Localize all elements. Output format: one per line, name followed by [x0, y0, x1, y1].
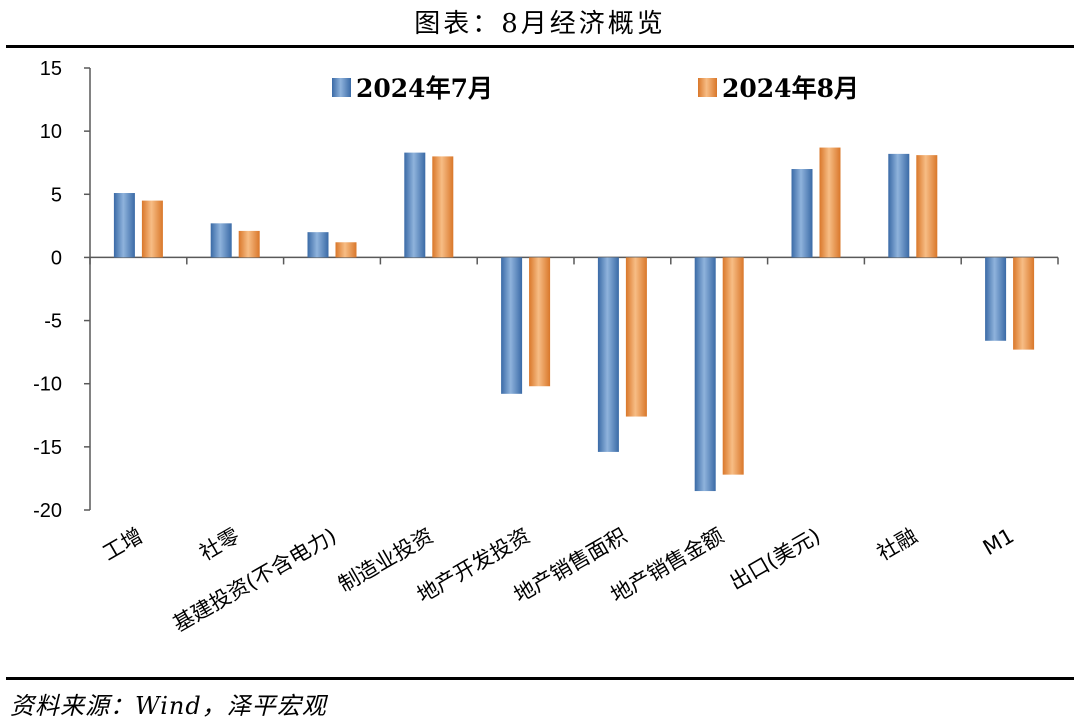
bar-july [985, 257, 1007, 341]
bar-july [210, 223, 232, 258]
legend-label-july: 2024年7月 [356, 74, 493, 103]
y-tick-label: -20 [33, 500, 62, 522]
y-tick-label: 15 [40, 58, 62, 80]
chart-bars [113, 147, 1035, 492]
bar-july [791, 169, 813, 258]
y-tick-label: -5 [44, 311, 62, 333]
y-tick-label: 0 [51, 247, 62, 269]
legend-swatch-july [332, 78, 351, 97]
bar-august [141, 200, 163, 258]
legend-swatch-august [698, 78, 717, 97]
bar-august [722, 257, 744, 475]
bar-july [404, 152, 426, 258]
top-rule [6, 45, 1074, 48]
legend-label-august: 2024年8月 [722, 74, 859, 103]
bar-august [625, 257, 647, 417]
y-tick-label: -10 [33, 374, 62, 396]
x-category-label: 社融 [873, 524, 921, 566]
bar-august [335, 242, 357, 258]
y-tick-label: 10 [40, 121, 62, 143]
x-category-label: 基建投资(不含电力) [169, 524, 341, 637]
chart-title: 图表：8月经济概览 [414, 9, 666, 39]
bar-august [1013, 257, 1035, 350]
bottom-rule [6, 677, 1074, 680]
bar-july [888, 153, 910, 258]
bar-august [916, 155, 938, 258]
bar-july [113, 193, 135, 258]
bar-july [694, 257, 716, 492]
bar-july [501, 257, 523, 394]
x-category-label: 工增 [99, 524, 147, 566]
y-tick-label: -15 [33, 437, 62, 459]
x-category-label: 社零 [195, 524, 243, 566]
y-tick-label: 5 [51, 184, 62, 206]
chart-labels: 工增 社零基建投资(不含电力)制造业投资地产开发投资地产销售面积地产销售金额出口(… [99, 524, 1019, 637]
x-category-label: 出口(美元) [726, 524, 825, 595]
x-category-label: M1 [979, 524, 1018, 561]
bar-july [307, 232, 329, 258]
bar-august [529, 257, 551, 387]
bar-august [238, 230, 260, 258]
bar-july [597, 257, 619, 452]
chart-axes: 15 10 5 0 -5 -10 -15 -20 [33, 58, 1059, 522]
bar-august [432, 156, 454, 258]
chart-legend: 2024年7月 2024年8月 [332, 74, 859, 103]
source-note: 资料来源：Wind，泽平宏观 [10, 692, 327, 720]
bar-august [819, 147, 841, 258]
